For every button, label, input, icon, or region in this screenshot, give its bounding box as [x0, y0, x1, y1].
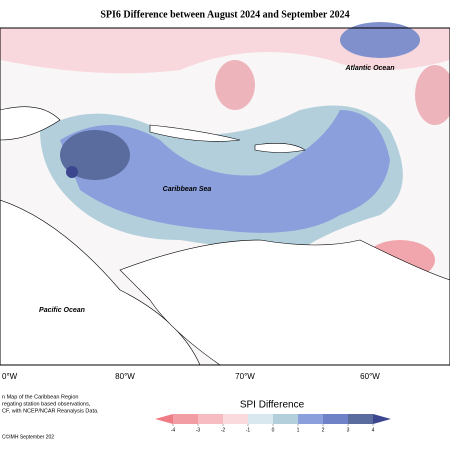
caption: regating station based observations,: [2, 401, 91, 407]
pink-region: [0, 28, 450, 74]
sea-label: Caribbean Sea: [163, 186, 212, 193]
dark-blue-region: [66, 166, 78, 178]
pink-region: [415, 65, 450, 125]
blue-region: [340, 22, 420, 58]
land: [0, 199, 201, 366]
caption: C©IMH September 202: [2, 433, 54, 440]
colorbar-tick-label: -1: [246, 427, 251, 433]
colorbar-tick-label: -3: [196, 427, 201, 433]
colorbar-segment: [298, 414, 323, 424]
longitude-label: 60°W: [360, 372, 380, 381]
map: Atlantic Ocean Caribbean Sea Pacific Oce…: [0, 22, 450, 366]
colorbar-tick-label: 3: [347, 427, 350, 433]
colorbar-extend: [373, 414, 391, 424]
longitude-label: 80°W: [115, 372, 135, 381]
longitude-label: 0°W: [2, 372, 18, 381]
land: [0, 106, 61, 141]
legend-title: SPI Difference: [240, 400, 305, 411]
colorbar: -4 -3 -2 -1 0 1 2 3 4: [155, 414, 391, 433]
colorbar-tick-label: 0: [272, 427, 275, 433]
colorbar-tick-label: 4: [372, 427, 375, 433]
blue-region: [60, 110, 390, 233]
dark-blue-region: [60, 130, 130, 180]
colorbar-segment: [323, 414, 348, 424]
caption: CF, with NCEP/NCAR Reanalysis Data.: [2, 408, 99, 414]
ocean-label: Pacific Ocean: [39, 307, 85, 314]
map-frame: [0, 27, 450, 366]
colorbar-segment: [198, 414, 223, 424]
caption: n Map of the Caribbean Region: [2, 394, 78, 400]
longitude-label: 70°W: [235, 372, 255, 381]
title: SPI6 Difference between August 2024 and …: [100, 9, 349, 20]
colorbar-tick-label: -2: [221, 427, 226, 433]
land: [149, 124, 306, 153]
colorbar-segment: [223, 414, 248, 424]
colorbar-segment: [248, 414, 273, 424]
colorbar-segment: [173, 414, 198, 424]
colorbar-extend: [155, 414, 173, 424]
pink-region: [215, 60, 255, 110]
land: [119, 239, 450, 366]
colorbar-segment: [273, 414, 298, 424]
ocean-label: Atlantic Ocean: [344, 65, 394, 72]
colorbar-segment: [348, 414, 373, 424]
colorbar-tick-label: 2: [322, 427, 325, 433]
colorbar-tick-label: -4: [171, 427, 176, 433]
colorbar-tick-label: 1: [297, 427, 300, 433]
